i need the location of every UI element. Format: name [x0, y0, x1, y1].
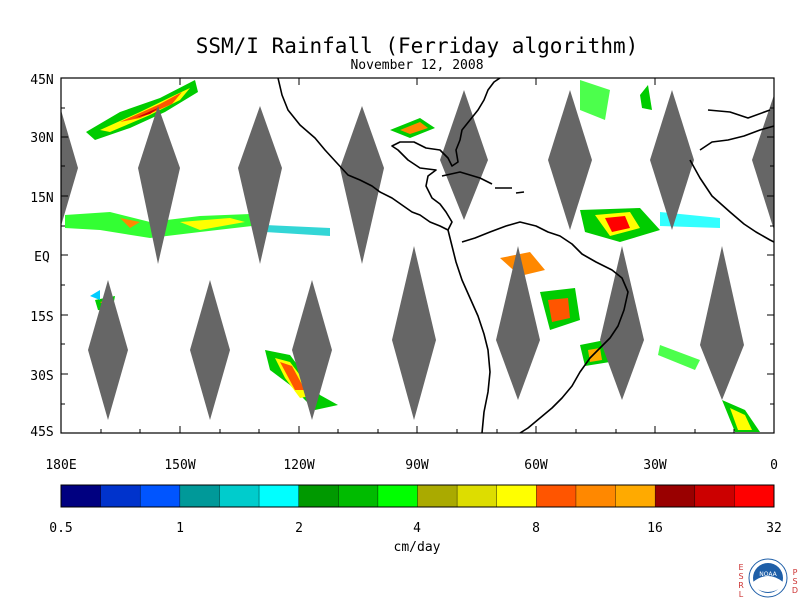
swath-gap [292, 280, 332, 420]
coastline-north-america [277, 78, 449, 231]
logo-letter-right: P [793, 568, 798, 577]
lat-label: 45S [30, 425, 53, 440]
lat-label: EQ [34, 250, 50, 265]
colorbar: 0.5 1 2 4 8 16 32 cm/day [49, 484, 782, 555]
colorbar-tick-label: 2 [295, 521, 303, 536]
longitude-axis: 180E 150W 120W 90W 60W 30W 0 [45, 78, 778, 473]
swath-gap [138, 106, 180, 264]
colorbar-tick-label: 32 [766, 521, 782, 536]
swath-gap [88, 280, 128, 420]
colorbar-cell [655, 485, 696, 507]
coastline-south-america [447, 229, 491, 433]
logo-letter-right: D [792, 586, 798, 595]
logo-letter-right: S [792, 577, 797, 586]
figure-title: SSM/I Rainfall (Ferriday algorithm) [196, 34, 639, 58]
rain-patch-amazon [500, 252, 545, 276]
colorbar-cell [615, 485, 656, 507]
swath-gap [600, 246, 644, 400]
colorbar-cell [417, 485, 458, 507]
noaa-logo: E S R L P S D NOAA [738, 558, 798, 599]
lon-label: 120W [283, 458, 314, 473]
colorbar-cell [259, 485, 300, 507]
colorbar-tick-label: 4 [413, 521, 421, 536]
logo-letter-left: E [738, 563, 743, 572]
lon-label: 90W [405, 458, 429, 473]
colorbar-tick-label: 8 [532, 521, 540, 536]
colorbar-cell [179, 485, 220, 507]
lat-label: 15N [30, 191, 53, 206]
swath-gap [61, 110, 78, 226]
logo-letter-left: S [738, 572, 743, 581]
lon-label: 30W [643, 458, 667, 473]
swath-gaps [61, 90, 774, 420]
coastlines [277, 78, 774, 433]
colorbar-cell [100, 485, 141, 507]
latitude-axis: 45N 30N 15N EQ 15S 30S 45S [30, 73, 774, 440]
noaa-badge-text: NOAA [759, 571, 777, 578]
swath-gap [700, 246, 744, 400]
colorbar-unit-label: cm/day [394, 540, 441, 555]
lon-label: 60W [524, 458, 548, 473]
lon-label: 180E [45, 458, 76, 473]
colorbar-frame [60, 484, 775, 508]
figure-subtitle: November 12, 2008 [350, 58, 483, 73]
lat-label: 30N [30, 131, 53, 146]
colorbar-cell [377, 485, 418, 507]
lat-label: 45N [30, 73, 53, 88]
colorbar-cells [61, 485, 775, 507]
swath-gap [238, 106, 282, 264]
colorbar-cell [298, 485, 339, 507]
colorbar-cell [496, 485, 537, 507]
logo-letter-left: R [738, 581, 744, 590]
colorbar-cell [536, 485, 577, 507]
swath-gap [650, 90, 694, 230]
colorbar-cell [338, 485, 379, 507]
swath-gap [190, 280, 230, 420]
coastline-caribbean [441, 171, 493, 185]
colorbar-cell [219, 485, 260, 507]
lat-label: 30S [30, 369, 53, 384]
map-panel [61, 78, 774, 433]
coastline-africa [699, 125, 774, 151]
swath-gap [548, 90, 592, 230]
swath-gap [340, 106, 384, 264]
swath-gap [392, 246, 436, 420]
colorbar-tick-label: 1 [176, 521, 184, 536]
colorbar-tick-label: 16 [647, 521, 663, 536]
colorbar-cell [694, 485, 735, 507]
colorbar-cell [734, 485, 775, 507]
colorbar-cell [457, 485, 498, 507]
colorbar-cell [575, 485, 617, 507]
colorbar-cell [140, 485, 181, 507]
logo-letter-left: L [739, 590, 744, 599]
colorbar-cell [61, 485, 102, 507]
swath-gap [440, 90, 488, 220]
lon-label: 0 [770, 458, 778, 473]
lon-label: 150W [164, 458, 195, 473]
swath-gap [496, 246, 540, 400]
colorbar-tick-label: 0.5 [49, 521, 72, 536]
lat-label: 15S [30, 310, 53, 325]
